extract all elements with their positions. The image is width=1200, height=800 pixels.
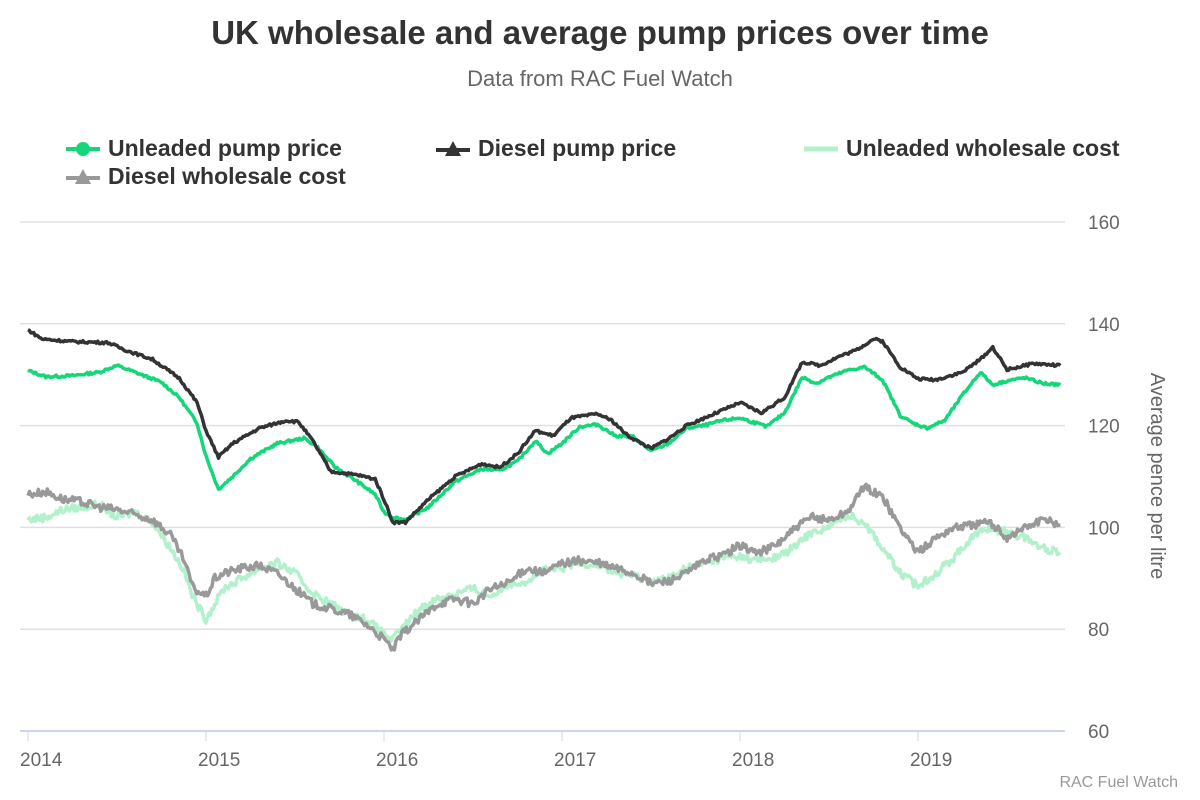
x-tick-label: 2018	[732, 750, 774, 771]
legend-label: Unleaded wholesale cost	[846, 134, 1120, 161]
y-tick-label: 100	[1088, 518, 1120, 539]
legend-circle-icon	[66, 138, 100, 158]
x-tick-label: 2015	[198, 750, 240, 771]
y-tick-label: 160	[1088, 213, 1120, 234]
legend-label: Unleaded pump price	[108, 134, 342, 161]
series-line-diesel-wholesale-cost	[26, 482, 1061, 652]
chart-subtitle: Data from RAC Fuel Watch	[467, 66, 733, 91]
x-axis: 2014 2015 2016 2017 2018 2019	[20, 731, 952, 771]
series-line-diesel-pump-price	[27, 328, 1062, 526]
series-lines	[26, 328, 1062, 652]
legend-label: Diesel pump price	[478, 134, 677, 161]
y-axis: 60 80 100 120 140 160	[1088, 213, 1120, 743]
legend-line-icon	[804, 138, 838, 158]
x-tick-label: 2019	[910, 750, 952, 771]
y-axis-label: Average pence per litre	[1146, 373, 1168, 579]
y-tick-label: 80	[1088, 620, 1109, 641]
y-tick-label: 120	[1088, 417, 1120, 438]
y-tick-label: 140	[1088, 315, 1120, 336]
series-line-unleaded-pump-price	[27, 363, 1062, 523]
credit-text: RAC Fuel Watch	[1059, 774, 1178, 791]
legend-triangle-icon	[66, 166, 100, 186]
gridlines	[20, 221, 1065, 732]
y-tick-label: 60	[1088, 722, 1109, 743]
legend-item-unleaded-pump[interactable]: Unleaded pump price	[66, 134, 342, 162]
chart-title: UK wholesale and average pump prices ove…	[211, 14, 989, 51]
legend-item-diesel-pump[interactable]: Diesel pump price	[436, 134, 676, 162]
legend-label: Diesel wholesale cost	[108, 162, 346, 189]
legend-triangle-icon	[436, 138, 470, 158]
legend-item-unleaded-wholesale[interactable]: Unleaded wholesale cost	[804, 134, 1120, 162]
x-tick-label: 2017	[554, 750, 596, 771]
x-tick-label: 2014	[20, 750, 63, 771]
legend-item-diesel-wholesale[interactable]: Diesel wholesale cost	[66, 162, 346, 190]
x-tick-label: 2016	[376, 750, 418, 771]
